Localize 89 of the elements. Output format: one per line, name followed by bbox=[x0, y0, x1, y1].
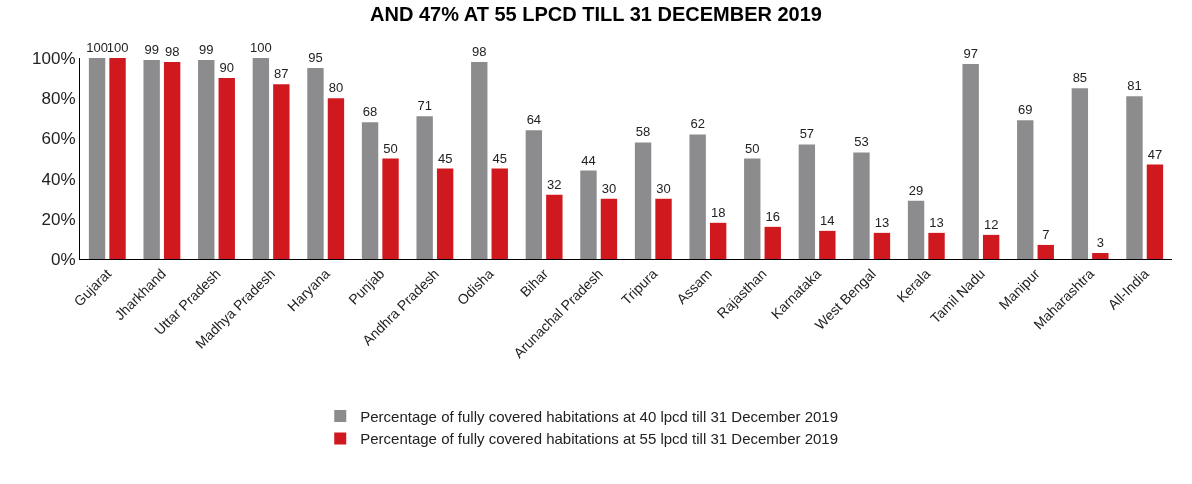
data-label: 18 bbox=[710, 204, 726, 220]
bar bbox=[109, 58, 126, 259]
bar bbox=[163, 62, 181, 259]
bar bbox=[600, 198, 618, 259]
y-tick-label: 80% bbox=[41, 89, 76, 109]
bar bbox=[1071, 88, 1089, 259]
bar bbox=[471, 62, 488, 259]
data-label: 44 bbox=[581, 152, 596, 168]
data-label: 13 bbox=[929, 214, 944, 230]
bar bbox=[819, 230, 836, 259]
bar bbox=[744, 158, 761, 259]
bar bbox=[382, 158, 399, 259]
data-label: 14 bbox=[820, 212, 835, 228]
bar bbox=[88, 58, 106, 259]
bar bbox=[361, 122, 379, 259]
bar bbox=[252, 58, 270, 259]
bar bbox=[655, 198, 672, 259]
data-label: 62 bbox=[690, 116, 705, 132]
data-label: 87 bbox=[274, 66, 289, 82]
y-tick-label: 60% bbox=[41, 129, 76, 149]
y-tick-label: 0% bbox=[51, 249, 76, 269]
data-label: 45 bbox=[437, 150, 453, 166]
bar bbox=[709, 222, 727, 259]
data-label: 98 bbox=[164, 44, 180, 60]
bar bbox=[634, 142, 652, 259]
bar bbox=[1146, 164, 1164, 259]
data-label: 97 bbox=[963, 46, 978, 62]
data-label: 95 bbox=[308, 50, 323, 66]
bar bbox=[491, 168, 508, 259]
bar bbox=[982, 234, 1000, 259]
data-label: 13 bbox=[874, 214, 890, 230]
data-label: 99 bbox=[144, 42, 159, 58]
data-label: 100 bbox=[86, 40, 108, 55]
bar bbox=[962, 64, 979, 259]
bar bbox=[1126, 96, 1143, 259]
data-label: 45 bbox=[492, 150, 507, 166]
chart-title: AND 47% AT 55 LPCD TILL 31 DECEMBER 2019 bbox=[370, 3, 822, 26]
bar bbox=[764, 226, 781, 259]
y-tick-label: 40% bbox=[41, 169, 76, 189]
data-label: 30 bbox=[601, 180, 617, 196]
bar bbox=[307, 68, 324, 259]
data-label: 12 bbox=[983, 216, 999, 232]
data-label: 3 bbox=[1096, 234, 1104, 250]
bar bbox=[873, 232, 891, 259]
data-label: 64 bbox=[526, 112, 542, 128]
data-label: 7 bbox=[1042, 226, 1050, 242]
data-label: 69 bbox=[1018, 102, 1033, 118]
bar bbox=[198, 60, 215, 259]
bar bbox=[143, 60, 160, 259]
data-label: 80 bbox=[328, 80, 344, 96]
bar bbox=[580, 170, 597, 259]
data-label: 68 bbox=[362, 104, 378, 120]
y-tick-label: 100% bbox=[32, 48, 76, 68]
bar bbox=[436, 168, 454, 259]
data-label: 53 bbox=[854, 134, 869, 150]
data-label: 81 bbox=[1127, 78, 1142, 94]
data-label: 32 bbox=[547, 176, 562, 192]
bar bbox=[907, 200, 925, 259]
bar bbox=[546, 194, 563, 259]
bar bbox=[1037, 244, 1054, 259]
bar bbox=[273, 84, 290, 259]
data-label: 100 bbox=[250, 40, 272, 55]
bar bbox=[1092, 252, 1109, 259]
bar bbox=[416, 116, 433, 259]
data-label: 58 bbox=[635, 124, 651, 140]
bar bbox=[798, 144, 816, 259]
data-label: 50 bbox=[383, 140, 398, 156]
data-label: 47 bbox=[1147, 146, 1163, 162]
data-label: 29 bbox=[908, 182, 924, 198]
data-label: 85 bbox=[1072, 70, 1088, 86]
bar bbox=[928, 232, 945, 259]
data-label: 99 bbox=[199, 42, 214, 58]
bar bbox=[1017, 120, 1034, 259]
legend-label: Percentage of fully covered habitations at 40 lpcd till 31 December 2019 bbox=[360, 407, 839, 425]
bar bbox=[689, 134, 706, 259]
data-label: 90 bbox=[219, 60, 234, 76]
bar bbox=[327, 98, 345, 259]
bar bbox=[853, 152, 870, 259]
data-label: 98 bbox=[472, 44, 487, 60]
legend-label: Percentage of fully covered habitations at 55 lpcd till 31 December 2019 bbox=[360, 430, 839, 448]
data-label: 50 bbox=[745, 140, 760, 156]
bar bbox=[218, 78, 235, 259]
y-tick-label: 20% bbox=[41, 209, 76, 229]
data-label: 16 bbox=[765, 208, 780, 224]
data-label: 57 bbox=[799, 126, 815, 142]
data-label: 100 bbox=[106, 40, 129, 55]
bar bbox=[525, 130, 543, 259]
data-label: 30 bbox=[656, 180, 671, 196]
data-label: 71 bbox=[417, 98, 432, 114]
